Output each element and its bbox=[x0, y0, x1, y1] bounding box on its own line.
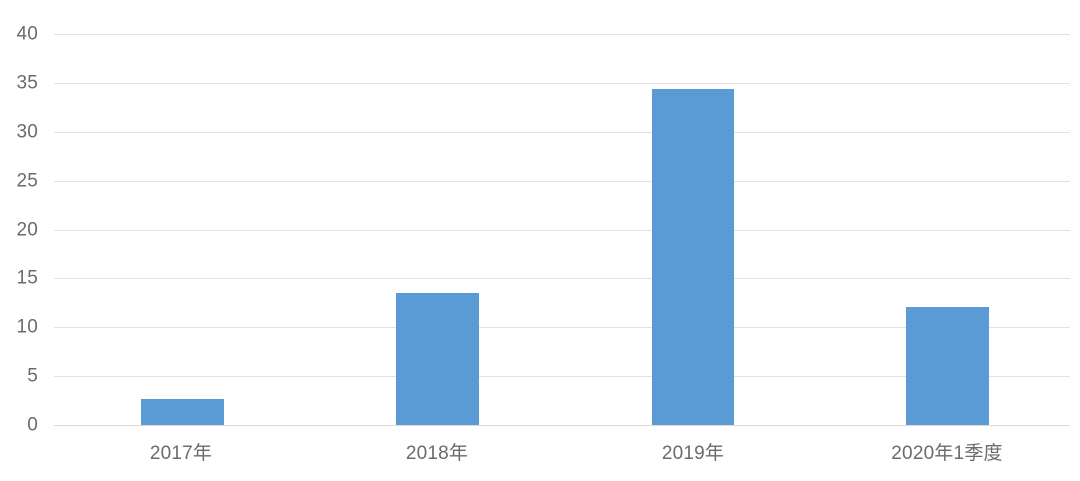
x-tick-label-2018: 2018年 bbox=[405, 443, 469, 464]
bar-slot-0 bbox=[141, 34, 224, 425]
x-tick-label-2020q1: 2020年1季度 bbox=[891, 443, 1003, 464]
bar-2019[interactable] bbox=[652, 88, 734, 425]
y-tick-label-0: 0 bbox=[27, 414, 38, 436]
y-tick-label-5: 5 bbox=[27, 365, 38, 387]
bar-2020q1[interactable] bbox=[906, 306, 989, 425]
y-tick-label-35: 35 bbox=[16, 72, 38, 94]
bar-2018[interactable] bbox=[396, 293, 479, 425]
bar-slot-2 bbox=[652, 34, 734, 425]
y-tick-label-40: 40 bbox=[16, 23, 38, 45]
gridline-40 bbox=[54, 34, 1070, 35]
gridline-35 bbox=[54, 82, 1070, 84]
bars-layer bbox=[54, 34, 1070, 425]
y-tick-label-30: 30 bbox=[16, 121, 38, 143]
gridline-5 bbox=[54, 376, 1070, 378]
plot-area bbox=[54, 34, 1070, 426]
bar-slot-1 bbox=[396, 34, 479, 425]
y-tick-label-20: 20 bbox=[16, 219, 38, 240]
gridline-15 bbox=[54, 278, 1070, 280]
x-tick-label-2017: 2017年 bbox=[149, 443, 213, 464]
bar-slot-3 bbox=[906, 34, 989, 425]
y-tick-label-15: 15 bbox=[16, 267, 38, 289]
gridline-0-baseline bbox=[54, 425, 1070, 426]
gridline-30 bbox=[54, 131, 1070, 133]
y-tick-label-10: 10 bbox=[16, 316, 38, 338]
gridline-20 bbox=[54, 229, 1070, 231]
y-tick-label-25: 25 bbox=[16, 170, 38, 192]
gridline-25 bbox=[54, 180, 1070, 182]
x-tick-label-2019: 2019年 bbox=[661, 443, 725, 464]
gridline-10 bbox=[54, 327, 1070, 329]
bar-2017[interactable] bbox=[141, 398, 224, 425]
x-axis: 2017年 2018年 2019年 2020年1季度 bbox=[54, 443, 1070, 473]
